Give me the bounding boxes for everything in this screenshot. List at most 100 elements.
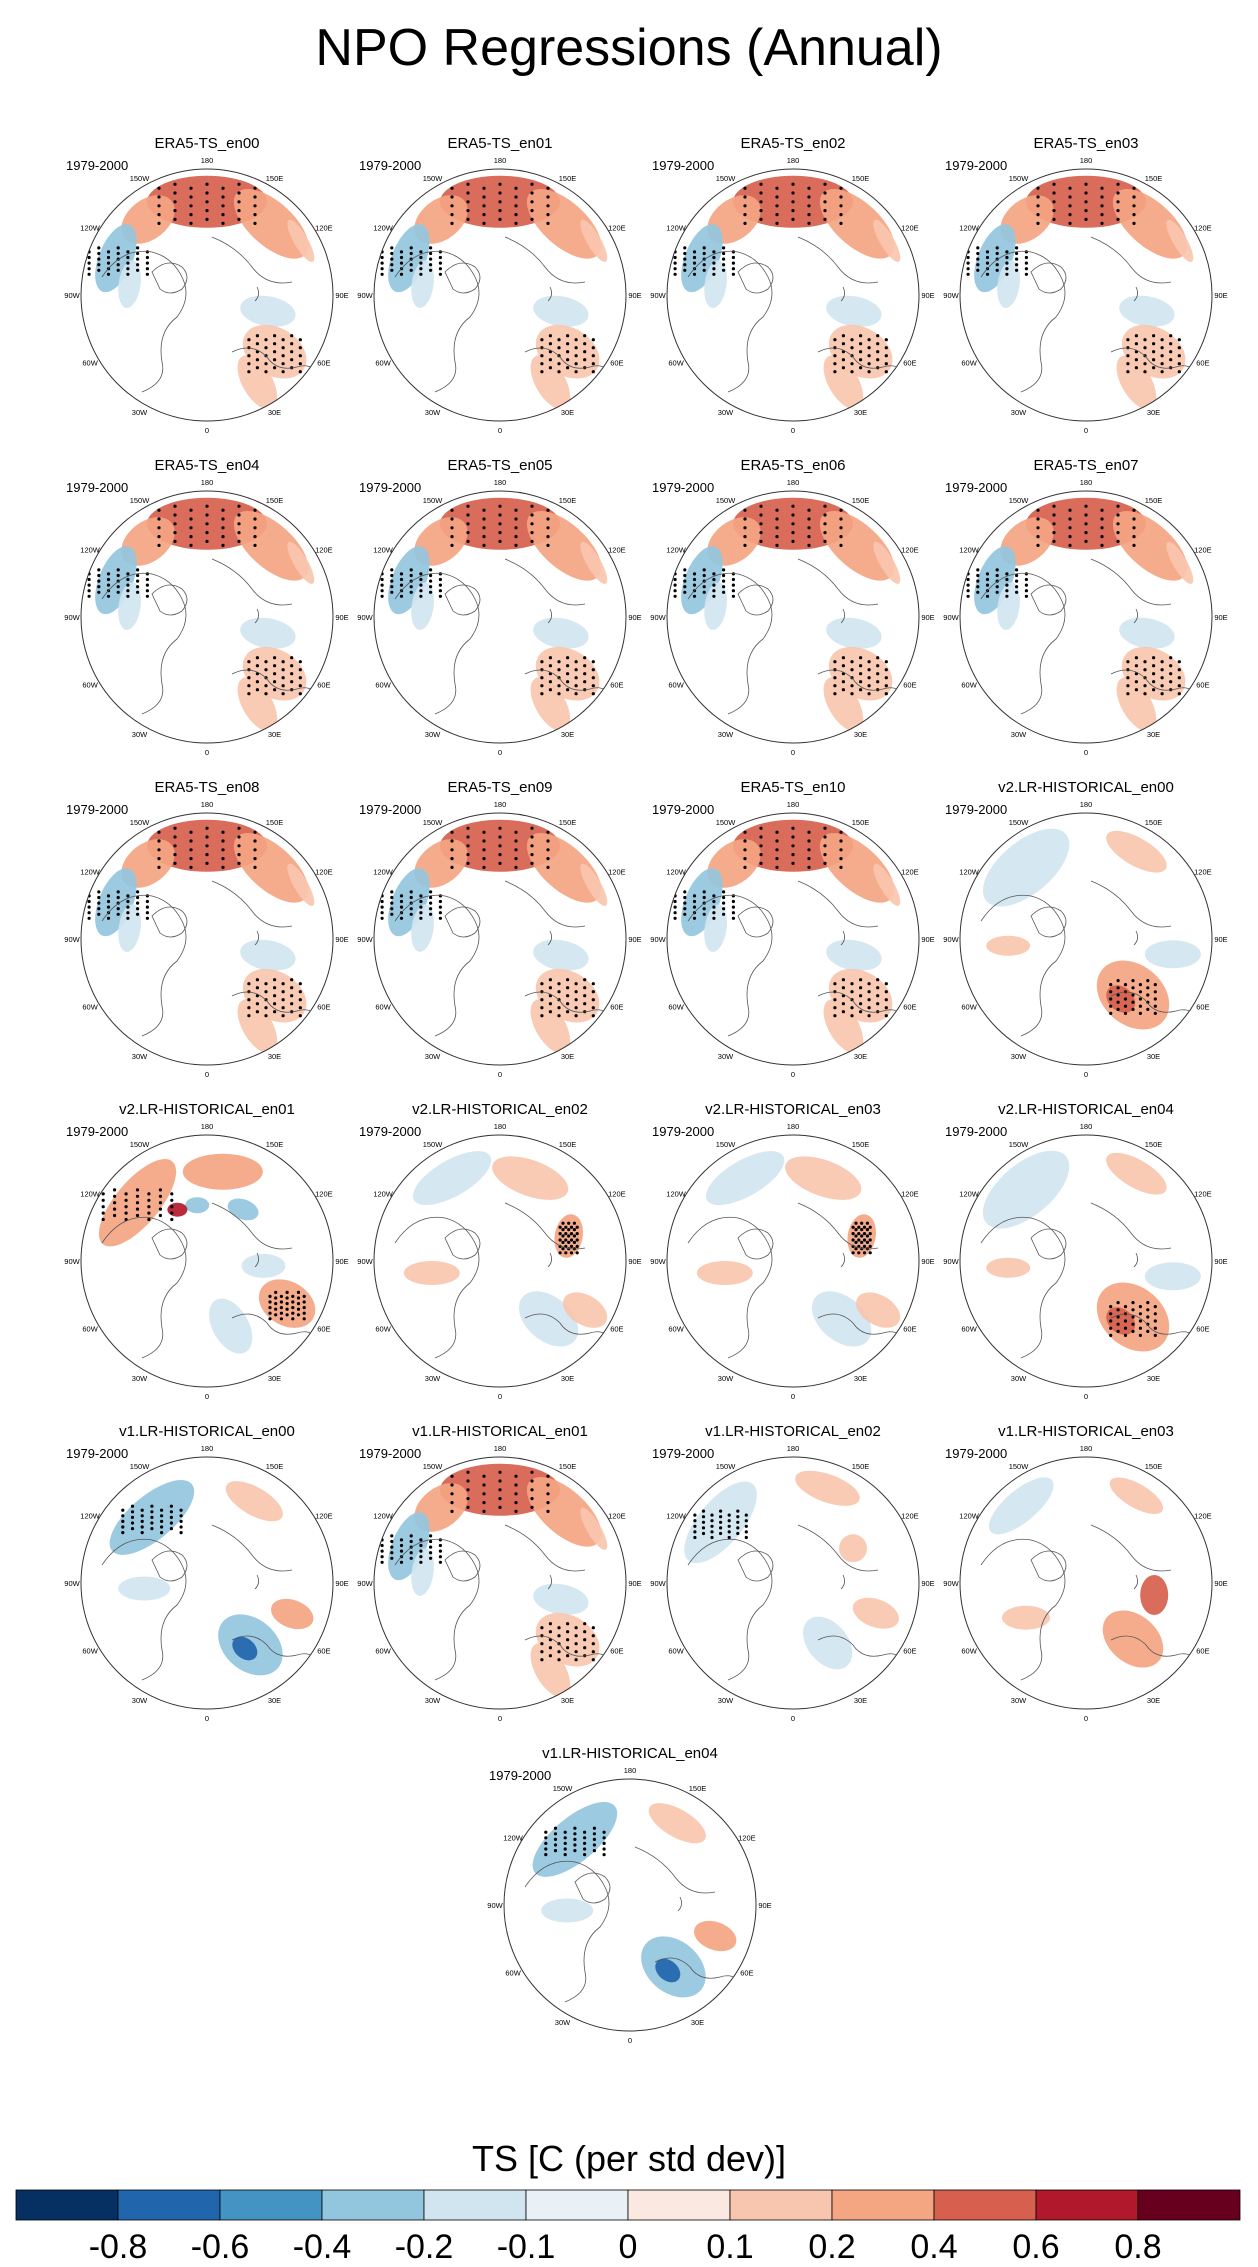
stipple-dot bbox=[775, 213, 779, 217]
stipple-dot bbox=[221, 848, 225, 852]
stipple-dot bbox=[966, 594, 970, 598]
stipple-dot bbox=[237, 522, 241, 526]
map-boundary bbox=[959, 812, 1213, 1066]
stipple-dot bbox=[429, 1539, 433, 1544]
stipple-dot bbox=[1036, 195, 1040, 199]
anomaly-contour bbox=[823, 355, 864, 410]
stipple-dot bbox=[429, 901, 433, 905]
panel-title: ERA5-TS_en02 bbox=[740, 135, 846, 152]
stipple-dot bbox=[791, 539, 795, 543]
longitude-label: 150W bbox=[716, 1462, 737, 1471]
stipple-dot bbox=[841, 1010, 845, 1014]
coastline bbox=[737, 1228, 774, 1260]
stipple-dot bbox=[1068, 221, 1072, 225]
stipple-dot bbox=[854, 1247, 858, 1251]
stipple-dot bbox=[126, 272, 130, 276]
stipple-dot bbox=[247, 1014, 251, 1018]
longitude-label: 120W bbox=[666, 1190, 687, 1199]
coastline bbox=[840, 286, 845, 302]
stipple-dot bbox=[399, 261, 404, 265]
panel-title: v1.LR-HISTORICAL_en01 bbox=[412, 1423, 588, 1440]
stipple-dot bbox=[1052, 217, 1056, 221]
longitude-label: 120E bbox=[608, 546, 626, 555]
stipple-dot bbox=[1116, 182, 1120, 186]
stipple-dot bbox=[1131, 1007, 1135, 1011]
stipple-dot bbox=[237, 539, 241, 543]
stipple-dot bbox=[876, 334, 880, 338]
stipple-dot bbox=[1132, 204, 1136, 208]
stipple-dot bbox=[966, 577, 970, 582]
stipple-dot bbox=[692, 583, 697, 587]
stipple-dot bbox=[859, 978, 863, 982]
longitude-label: 60E bbox=[317, 1325, 330, 1334]
stipple-dot bbox=[744, 1513, 748, 1517]
panel-title: v2.LR-HISTORICAL_en04 bbox=[998, 1101, 1174, 1118]
longitude-label: 90W bbox=[943, 1257, 959, 1266]
stipple-dot bbox=[540, 998, 544, 1002]
stipple-dot bbox=[692, 594, 697, 598]
coastline bbox=[254, 1574, 259, 1590]
stipple-dot bbox=[1143, 338, 1147, 342]
stipple-dot bbox=[87, 589, 91, 593]
anomaly-field bbox=[101, 1479, 323, 1681]
stipple-dot bbox=[130, 1504, 135, 1508]
longitude-label: 0 bbox=[205, 426, 209, 435]
longitude-label: 150E bbox=[266, 1140, 284, 1149]
stipple-dot bbox=[450, 865, 454, 869]
stipple-dot bbox=[876, 672, 880, 676]
stipple-dot bbox=[722, 251, 726, 256]
longitude-label: 60W bbox=[961, 359, 977, 368]
stipple-dot bbox=[1132, 543, 1136, 547]
longitude-label: 90E bbox=[335, 613, 348, 622]
stipple-dot bbox=[273, 358, 277, 362]
stipple-dot bbox=[438, 589, 442, 593]
stipple-dot bbox=[429, 585, 433, 589]
stipple-dot bbox=[807, 517, 811, 521]
longitude-label: 0 bbox=[205, 1714, 209, 1723]
stipple-dot bbox=[574, 1014, 578, 1018]
anomaly-contour bbox=[696, 1261, 753, 1285]
stipple-dot bbox=[566, 664, 570, 668]
longitude-label: 60E bbox=[903, 359, 916, 368]
stipple-dot bbox=[985, 261, 990, 265]
stipple-dot bbox=[247, 692, 251, 696]
longitude-label: 90W bbox=[64, 1579, 80, 1588]
stipple-dot bbox=[1015, 257, 1019, 261]
stipple-dot bbox=[1005, 577, 1009, 582]
longitude-label: 180 bbox=[787, 801, 800, 809]
stipple-dot bbox=[399, 899, 404, 904]
stipple-dot bbox=[850, 1014, 854, 1018]
stipple-dot bbox=[566, 366, 570, 370]
panel-title: v2.LR-HISTORICAL_en00 bbox=[998, 779, 1174, 796]
stipple-dot bbox=[466, 853, 470, 857]
stipple-dot bbox=[548, 680, 552, 684]
stipple-dot bbox=[514, 839, 518, 843]
stipple-dot bbox=[1153, 1319, 1157, 1323]
stipple-dot bbox=[302, 1306, 306, 1310]
longitude-label: 120W bbox=[373, 868, 394, 877]
stipple-dot bbox=[466, 1497, 470, 1501]
stipple-dot bbox=[1131, 979, 1135, 983]
stipple-dot bbox=[759, 853, 763, 857]
stipple-dot bbox=[1134, 664, 1138, 668]
longitude-label: 30E bbox=[854, 730, 867, 739]
stipple-dot bbox=[839, 517, 843, 521]
significance-stippling bbox=[558, 1221, 579, 1255]
stipple-dot bbox=[189, 221, 193, 225]
stipple-dot bbox=[136, 579, 140, 583]
stipple-dot bbox=[1084, 513, 1088, 517]
stipple-dot bbox=[540, 1642, 544, 1646]
longitude-label: 150E bbox=[1145, 1140, 1163, 1149]
longitude-label: 150E bbox=[1145, 818, 1163, 827]
stipple-dot bbox=[450, 1501, 454, 1505]
stipple-dot bbox=[279, 1294, 283, 1298]
longitude-label: 60W bbox=[961, 1647, 977, 1656]
stipple-dot bbox=[1100, 213, 1104, 217]
stipple-dot bbox=[841, 334, 845, 338]
stipple-dot bbox=[116, 573, 120, 578]
longitude-label: 120W bbox=[666, 546, 687, 555]
anomaly-contour bbox=[823, 999, 864, 1054]
stipple-dot bbox=[221, 535, 225, 539]
